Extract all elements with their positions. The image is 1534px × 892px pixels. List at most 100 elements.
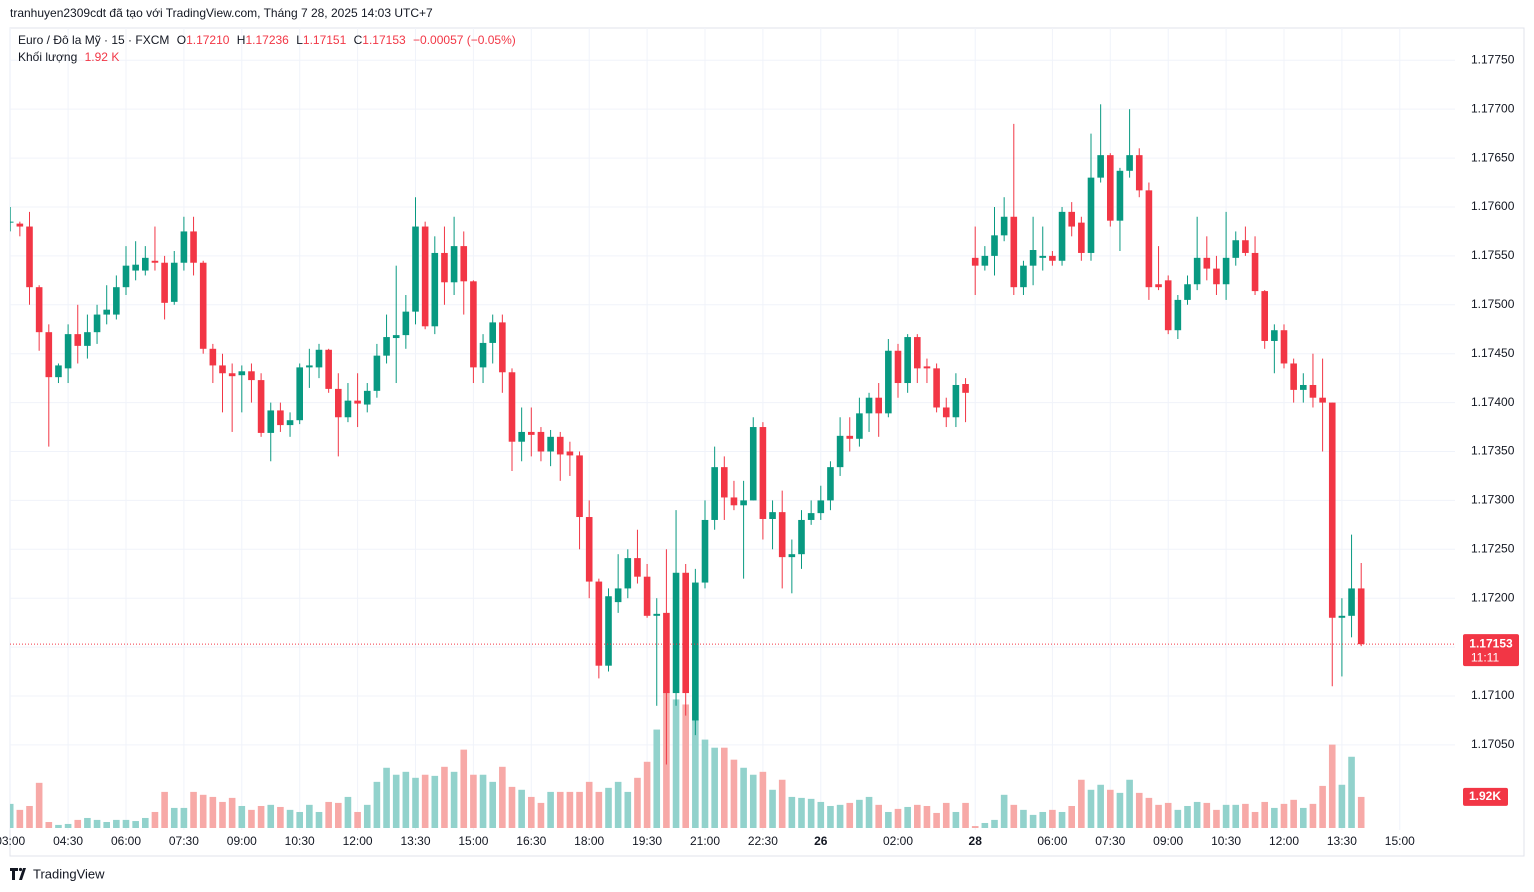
volume-bar [624, 791, 632, 828]
volume-bar [286, 809, 294, 828]
y-tick-label: 1.17500 [1471, 297, 1515, 311]
volume-bar [180, 807, 188, 828]
candle-body [740, 500, 747, 506]
x-tick-label: 28 [969, 834, 983, 848]
candle-body [634, 558, 641, 577]
volume-bar [788, 796, 796, 828]
volume-bar [576, 791, 583, 828]
y-tick-label: 1.17100 [1471, 688, 1515, 702]
logo-dot [18, 867, 23, 872]
volume-bar [1357, 796, 1365, 828]
volume-bar [595, 791, 603, 828]
volume-bar [1261, 801, 1268, 828]
volume-bar [942, 802, 950, 828]
candle-body [267, 410, 275, 433]
volume-bar [962, 802, 969, 828]
candle-body [1261, 291, 1268, 341]
volume-bar [479, 774, 487, 828]
volume-bar [711, 747, 718, 828]
x-tick-label: 18:00 [574, 834, 604, 848]
candle-body [1319, 397, 1326, 403]
candle-body [614, 588, 622, 603]
volume-bar [1203, 802, 1211, 828]
legend-line: Euro / Đô la Mỹ · 15 · FXCM O1.17210 H1.… [18, 33, 516, 47]
candle-body [170, 262, 178, 302]
volume-bar [1309, 803, 1317, 828]
candle-body [1145, 190, 1153, 288]
volume-bar [749, 774, 757, 828]
y-tick-label: 1.17450 [1471, 346, 1515, 360]
candle-body [1116, 170, 1124, 221]
candle-body [402, 311, 410, 336]
volume-bar [634, 777, 641, 828]
volume-bar [933, 812, 940, 828]
y-tick-label: 1.17350 [1471, 444, 1515, 458]
volume-bar [1280, 803, 1288, 828]
volume-bar [267, 804, 275, 828]
candle-body [113, 287, 120, 315]
logo: TradingView [10, 866, 105, 881]
x-tick-label: 21:00 [690, 834, 720, 848]
candle-body [1338, 615, 1346, 618]
volume-bar [1145, 797, 1153, 828]
volume-bar [914, 804, 921, 828]
ohlc-value: 1.17151 [303, 33, 347, 47]
candle-body [1029, 250, 1037, 266]
change: −0.00057 (−0.05%) [413, 33, 516, 47]
volume-bar [1107, 789, 1114, 828]
candle-body [55, 365, 62, 378]
volume-bar [672, 699, 680, 828]
candle-body [1049, 255, 1056, 261]
volume-bar [489, 781, 496, 828]
volume-bar [556, 791, 564, 828]
volume-bar [701, 739, 709, 828]
candle-body [663, 612, 670, 694]
candle-body [93, 314, 101, 333]
volume-bar [1232, 804, 1240, 828]
volume-bar [1300, 807, 1307, 828]
candle-body [1213, 268, 1220, 285]
candle-body [942, 407, 950, 418]
candle-body [1107, 155, 1114, 221]
candle-body [1155, 284, 1162, 288]
volume-bar [16, 809, 24, 828]
candle-body [344, 400, 352, 418]
candle-body [248, 371, 255, 381]
candle-body [778, 512, 786, 558]
volume-bar [55, 824, 62, 828]
volume-bar [306, 804, 313, 828]
volume-bar [209, 796, 217, 828]
candle-body [759, 427, 767, 519]
candle-body [74, 334, 82, 346]
volume-bar [740, 767, 747, 828]
volume-bar [817, 801, 825, 828]
candle-body [35, 287, 43, 333]
candle-body [209, 348, 217, 366]
volume-bar [1213, 809, 1220, 828]
candle-body [788, 554, 796, 558]
candle-body [798, 519, 805, 555]
candle-body [199, 262, 207, 349]
ohlc-label: H [237, 33, 246, 47]
volume-bar [547, 791, 554, 828]
candle-body [499, 322, 506, 373]
candle-body [827, 467, 834, 501]
price-tag-label: 1.17153 [1469, 636, 1513, 650]
candle-body [1328, 402, 1336, 618]
volume-bar [721, 747, 728, 828]
volume-bar [1184, 805, 1191, 828]
volume-bar [904, 806, 911, 828]
y-tick-label: 1.17250 [1471, 541, 1515, 555]
candle-body [132, 264, 139, 271]
y-tick-label: 1.17650 [1471, 150, 1515, 164]
candle-body [1020, 265, 1027, 288]
volume-bar [151, 811, 159, 828]
volume-bar [585, 781, 593, 828]
candle-body [335, 388, 342, 418]
volume-bar [373, 781, 381, 828]
candle-body [142, 257, 149, 271]
volume-bar [460, 749, 468, 828]
candle-body [528, 431, 535, 435]
volume-bar [315, 811, 323, 828]
candle-body [383, 337, 390, 356]
